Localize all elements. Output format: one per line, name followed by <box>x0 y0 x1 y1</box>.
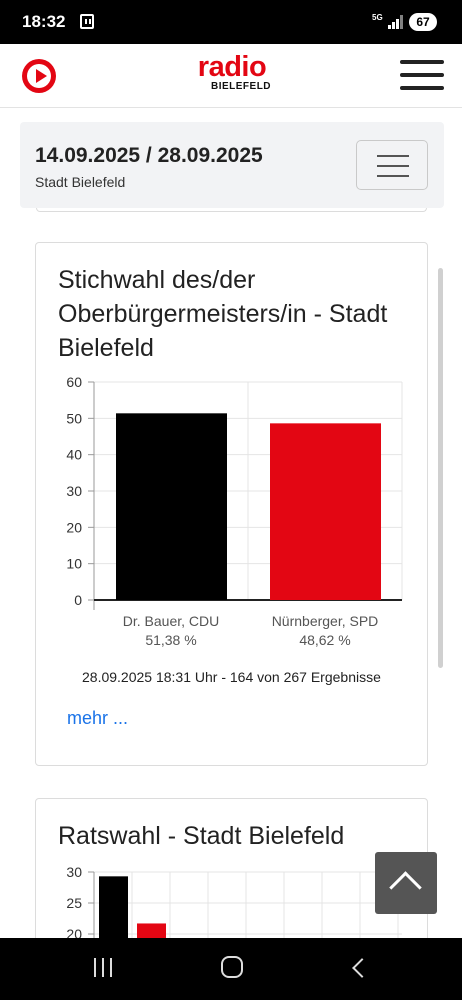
election-dates: 14.09.2025 / 28.09.2025 <box>35 144 263 167</box>
card-title: Stichwahl des/der Oberbürgermeisters/in … <box>58 266 388 362</box>
network-type: 5G <box>372 13 383 22</box>
x-tick-label: Nürnberger, SPD <box>272 613 379 629</box>
card-title: Ratswahl - Stadt Bielefeld <box>58 822 345 850</box>
more-link[interactable]: mehr ... <box>67 708 129 728</box>
runoff-result-card: Stichwahl des/der Oberbürgermeisters/in … <box>35 242 428 766</box>
election-selector: 14.09.2025 / 28.09.2025 Stadt Bielefeld <box>20 122 444 208</box>
y-tick-label: 10 <box>66 556 82 572</box>
logo-subtext: BIELEFELD <box>210 81 272 92</box>
signal-icon <box>388 15 403 29</box>
status-time: 18:32 <box>22 12 66 31</box>
play-icon[interactable] <box>22 59 56 93</box>
y-tick-label: 0 <box>74 592 82 608</box>
back-icon[interactable] <box>352 958 372 978</box>
home-icon[interactable] <box>221 956 243 978</box>
y-tick-label: 30 <box>66 864 82 880</box>
site-header: radio BIELEFELD <box>0 44 462 108</box>
back-to-top-button[interactable] <box>375 852 437 914</box>
bar <box>270 423 381 600</box>
site-logo[interactable]: radio BIELEFELD <box>190 52 274 98</box>
selector-toggle-button[interactable] <box>356 140 428 190</box>
y-tick-label: 50 <box>66 410 82 426</box>
x-tick-label: Dr. Bauer, CDU <box>123 613 219 629</box>
recent-apps-icon[interactable] <box>92 958 114 978</box>
results-info: 28.09.2025 18:31 Uhr - 164 von 267 Ergeb… <box>82 669 381 685</box>
election-region: Stadt Bielefeld <box>35 174 126 190</box>
hamburger-menu-icon[interactable] <box>400 58 444 92</box>
y-tick-label: 25 <box>66 895 82 911</box>
y-tick-label: 30 <box>66 483 82 499</box>
twitch-notification-icon <box>80 14 94 29</box>
bar <box>116 413 227 600</box>
y-tick-label: 20 <box>66 519 82 535</box>
data-label: 48,62 % <box>299 632 350 648</box>
y-tick-label: 60 <box>66 374 82 390</box>
status-bar: 18:32 5G 67 <box>0 0 462 44</box>
data-label: 51,38 % <box>145 632 196 648</box>
logo-text: radio <box>197 51 267 83</box>
y-tick-label: 40 <box>66 447 82 463</box>
scrollbar[interactable] <box>438 268 443 668</box>
android-nav-bar <box>0 938 462 1000</box>
battery-indicator: 67 <box>409 13 437 31</box>
